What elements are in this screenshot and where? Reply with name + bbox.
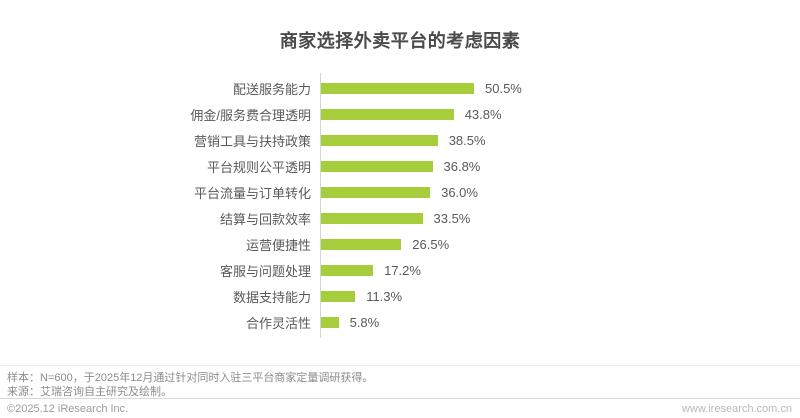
bar (321, 134, 438, 146)
category-label: 运营便捷性 (245, 237, 311, 253)
category-label: 佣金/服务费合理透明 (190, 107, 311, 123)
chart-row: 佣金/服务费合理透明 43.8% (0, 101, 800, 127)
bar (321, 264, 374, 276)
bar (321, 82, 474, 94)
footnotes: 样本：N=600，于2025年12月通过针对同时入驻三平台商家定量调研获得。 来… (7, 371, 373, 399)
category-label: 平台流量与订单转化 (193, 185, 311, 201)
y-axis-line (320, 73, 321, 338)
category-label: 客服与问题处理 (219, 263, 311, 279)
footer-top-divider (0, 365, 800, 366)
value-label: 43.8% (464, 106, 502, 122)
chart-row: 结算与回款效率 33.5% (0, 205, 800, 231)
category-label: 营销工具与扶持政策 (193, 133, 311, 149)
bar (321, 108, 454, 120)
chart-row: 数据支持能力 11.3% (0, 283, 800, 309)
chart-row: 配送服务能力 50.5% (0, 75, 800, 101)
bar (321, 212, 423, 224)
value-label: 38.5% (448, 132, 486, 148)
sample-note: 样本：N=600，于2025年12月通过针对同时入驻三平台商家定量调研获得。 (7, 372, 374, 384)
bar-chart: 配送服务能力 50.5% 佣金/服务费合理透明 43.8% 营销工具与扶持政策 38.5%… (0, 73, 800, 338)
value-label: 36.8% (443, 158, 481, 174)
value-label: 36.0% (441, 184, 478, 200)
source-note: 来源：艾瑞咨询自主研究及绘制。 (7, 386, 172, 398)
bar (321, 316, 339, 328)
chart-row: 合作灵活性 5.8% (0, 309, 800, 335)
website-url: www.iresearch.com.cn (681, 403, 792, 415)
chart-title: 商家选择外卖平台的考虑因素 (279, 31, 521, 51)
chart-rows: 配送服务能力 50.5% 佣金/服务费合理透明 43.8% 营销工具与扶持政策 38.5%… (0, 75, 800, 335)
chart-row: 平台流量与订单转化 36.0% (0, 179, 800, 205)
category-label: 合作灵活性 (245, 315, 311, 331)
chart-row: 营销工具与扶持政策 38.5% (0, 127, 800, 153)
footer-bottom-divider (0, 398, 800, 399)
bar (321, 238, 402, 250)
copyright-text: ©2025.12 iResearch Inc. (7, 403, 129, 415)
bar (321, 160, 433, 172)
bar (321, 186, 431, 198)
value-label: 11.3% (366, 288, 403, 304)
category-label: 数据支持能力 (232, 289, 311, 305)
value-label: 17.2% (384, 262, 421, 278)
chart-row: 运营便捷性 26.5% (0, 231, 800, 257)
category-label: 配送服务能力 (232, 81, 311, 97)
value-label: 50.5% (485, 80, 522, 96)
chart-row: 平台规则公平透明 36.8% (0, 153, 800, 179)
value-label: 33.5% (433, 210, 471, 226)
chart-row: 客服与问题处理 17.2% (0, 257, 800, 283)
value-label: 26.5% (412, 236, 450, 252)
bar (321, 290, 356, 302)
value-label: 5.8% (349, 314, 380, 330)
category-label: 平台规则公平透明 (206, 159, 311, 175)
category-label: 结算与回款效率 (219, 211, 311, 227)
